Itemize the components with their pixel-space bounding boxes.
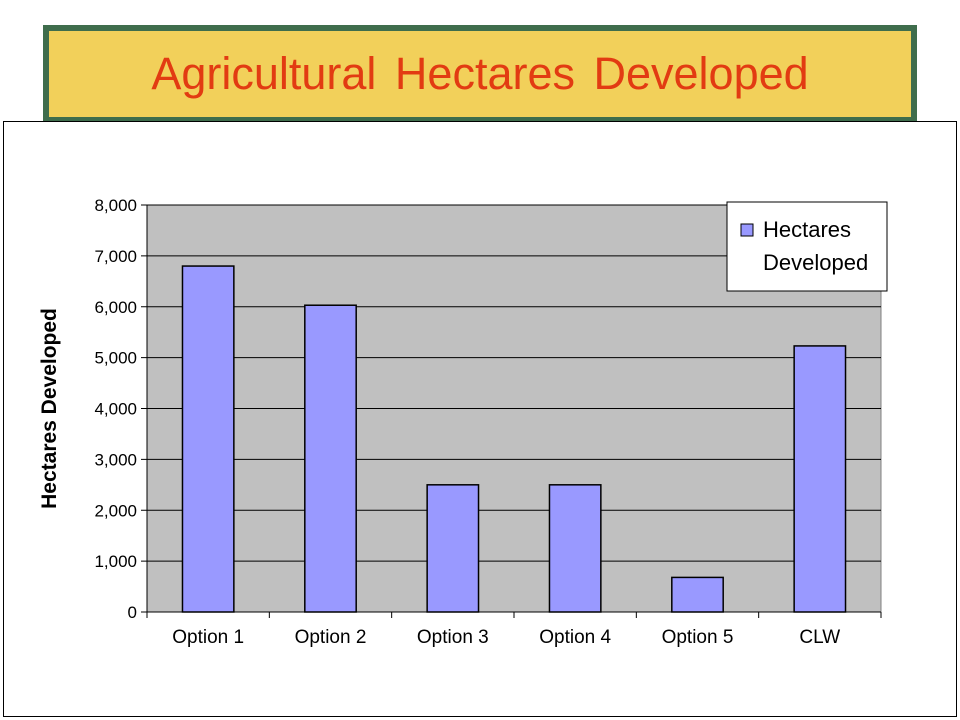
- x-tick-label: Option 3: [417, 627, 489, 648]
- bar-chart: 0 1,000 2,000 3,000 4,000 5,000 6,000 7,000 8,00…: [38, 196, 888, 648]
- title-banner: Agricultural Hectares Developed: [43, 25, 917, 123]
- x-tick-label: Option 1: [172, 627, 244, 648]
- y-tick-label: 0: [128, 603, 137, 622]
- legend-box: [726, 201, 888, 292]
- legend-label-line-1: Hectares: [763, 217, 851, 242]
- y-tick-label: 7,000: [94, 247, 137, 266]
- legend: Hectares Developed: [726, 201, 888, 292]
- x-tick-label: CLW: [799, 627, 840, 648]
- y-tick-label: 4,000: [94, 400, 137, 419]
- legend-label-line-2: Developed: [763, 250, 868, 275]
- y-tick-label: 2,000: [94, 501, 137, 520]
- x-tick-label: Option 2: [295, 627, 367, 648]
- bar: [671, 576, 724, 613]
- x-tick-label: Option 4: [539, 627, 611, 648]
- page-title: Agricultural Hectares Developed: [151, 48, 809, 99]
- y-tick-labels: 0 1,000 2,000 3,000 4,000 5,000 6,000 7,000 8,00…: [94, 196, 137, 622]
- axes: [141, 204, 882, 618]
- y-tick-label: 3,000: [94, 450, 137, 469]
- legend-swatch: [740, 223, 754, 237]
- y-axis-label: Hectares Developed: [38, 308, 61, 509]
- bar: [181, 265, 235, 613]
- x-tick-label: Option 5: [662, 627, 734, 648]
- chart-area: 0 1,000 2,000 3,000 4,000 5,000 6,000 7,000 8,00…: [3, 121, 957, 717]
- bar: [426, 484, 480, 613]
- bar: [304, 304, 357, 613]
- x-tick-labels: Option 1 Option 2 Option 3 Option 4 Option 5…: [172, 627, 840, 648]
- bar: [793, 345, 847, 613]
- bar: [548, 484, 602, 613]
- bars: [181, 265, 847, 613]
- y-tick-label: 5,000: [94, 349, 137, 368]
- y-tick-label: 6,000: [94, 298, 137, 317]
- y-tick-label: 8,000: [94, 196, 137, 215]
- y-tick-label: 1,000: [94, 552, 137, 571]
